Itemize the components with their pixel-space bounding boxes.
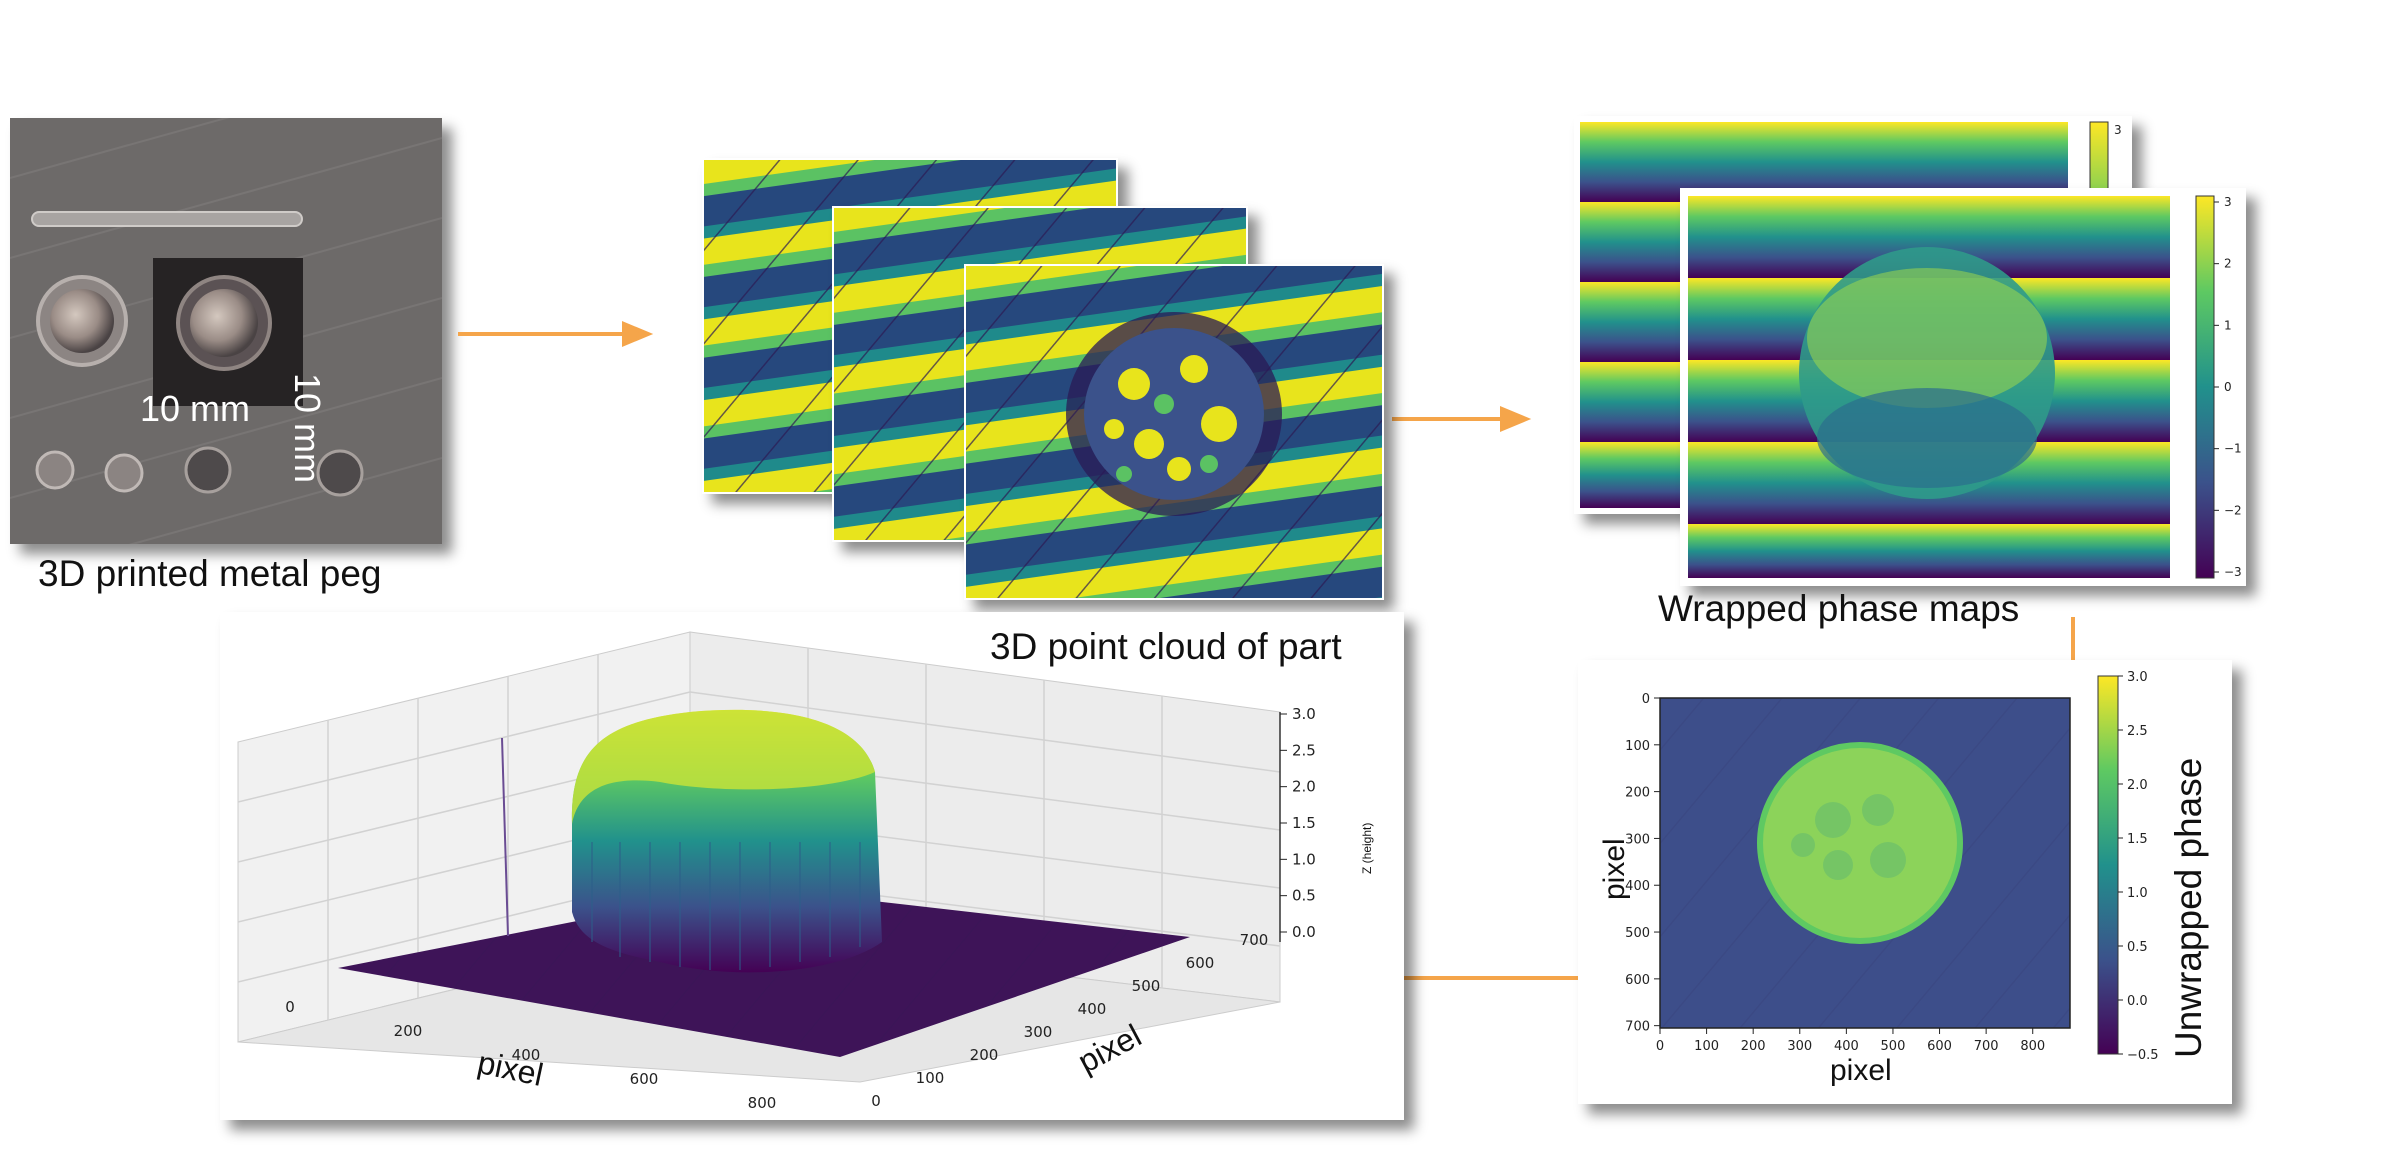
point-cloud-xtick-label: 400	[512, 1046, 541, 1064]
point-cloud-panel: 3.0 2.5 2.0 1.5 1.0 0.5 0.0 0 200 400 600 800 0 100…	[220, 612, 1404, 1120]
wrapped-colorbar-tick-label: 0	[2224, 380, 2232, 394]
unwrapped-colorbar-title: Unwrapped phase	[2168, 757, 2209, 1058]
unwrapped-colorbar-tick-label: 2.0	[2127, 778, 2148, 793]
point-cloud-xtick-label: 800	[748, 1094, 777, 1112]
unwrapped-ylabel: pixel	[1598, 838, 1631, 900]
unwrapped-ytick-label: 600	[1625, 973, 1650, 988]
point-cloud-ytick-label: 200	[970, 1046, 999, 1064]
back-colorbar-tick: 3	[2114, 123, 2122, 137]
point-cloud-plot: 3.0 2.5 2.0 1.5 1.0 0.5 0.0 0 200 400 600 800 0 100…	[237, 631, 1316, 1112]
point-cloud-xtick-label: 0	[285, 998, 295, 1016]
metal-peg-caption: 3D printed metal peg	[38, 553, 382, 594]
wrapped-colorbar-tick-label: −3	[2224, 565, 2242, 579]
point-cloud-ytick-label: 300	[1024, 1023, 1053, 1041]
wrapped-phase-image-front: 3 2 1 0 −1 −2 −3	[1688, 195, 2242, 579]
unwrapped-colorbar-tick-label: 3.0	[2127, 670, 2148, 685]
unwrapped-xtick-label: 200	[1741, 1039, 1766, 1054]
unwrapped-xtick-label: 600	[1927, 1039, 1952, 1054]
unwrapped-xtick-label: 0	[1656, 1039, 1664, 1054]
wrapped-colorbar-tick-label: 3	[2224, 195, 2232, 209]
unwrapped-colorbar-tick-label: 2.5	[2127, 724, 2148, 739]
unwrapped-xtick-label: 500	[1881, 1039, 1906, 1054]
point-cloud-xtick-label: 200	[394, 1022, 423, 1040]
unwrapped-xtick-label: 400	[1834, 1039, 1859, 1054]
metal-peg-image	[9, 57, 443, 579]
unwrapped-ytick-label: 700	[1625, 1020, 1650, 1035]
unwrapped-ytick-label: 500	[1625, 926, 1650, 941]
unwrapped-colorbar-tick-label: 0.5	[2127, 940, 2148, 955]
point-cloud-ytick-label: 100	[916, 1069, 945, 1087]
unwrapped-ytick-label: 0	[1642, 692, 1650, 707]
unwrapped-ytick-label: 200	[1625, 786, 1650, 801]
unwrapped-colorbar-tick-label: 1.5	[2127, 832, 2148, 847]
point-cloud-ztick-label: 2.5	[1292, 741, 1316, 759]
point-cloud-ytick-label: 400	[1078, 1000, 1107, 1018]
point-cloud-ytick-label: 600	[1186, 954, 1215, 972]
point-cloud-ytick-label: 500	[1132, 977, 1161, 995]
point-cloud-ztick-label: 1.0	[1292, 850, 1316, 868]
point-cloud-ztick-label: 3.0	[1292, 705, 1316, 723]
unwrapped-colorbar-tick-label: −0.5	[2127, 1048, 2159, 1063]
point-cloud-ytick-label: 0	[871, 1092, 881, 1110]
point-cloud-ztick-label: 2.0	[1292, 778, 1316, 796]
point-cloud-ztick-label: 0.0	[1292, 923, 1316, 941]
unwrapped-ytick-label: 300	[1625, 832, 1650, 847]
vertical-dimension-label: 10 mm	[287, 373, 328, 484]
arrow-head-1	[622, 321, 654, 347]
wrapped-phase-caption: Wrapped phase maps	[1658, 588, 2020, 629]
point-cloud-xtick-label: 600	[630, 1070, 659, 1088]
unwrapped-xtick-label: 700	[1974, 1039, 1999, 1054]
horizontal-dimension-label: 10 mm	[140, 388, 251, 429]
unwrapped-phase-plot: 0 100 200 300 400 500 600 700 800 0 100 200 300 400 5…	[1625, 670, 2159, 1063]
point-cloud-title: 3D point cloud of part	[990, 626, 1342, 667]
unwrapped-colorbar-tick-label: 0.0	[2127, 994, 2148, 1009]
unwrapped-ytick-label: 400	[1625, 879, 1650, 894]
arrow-head-2	[1500, 406, 1532, 432]
fringe-image-front	[964, 264, 1384, 600]
wrapped-colorbar-tick-label: 1	[2224, 318, 2232, 332]
unwrapped-xtick-label: 300	[1787, 1039, 1812, 1054]
point-cloud-ztick-label: 1.5	[1292, 814, 1316, 832]
wrapped-colorbar-tick-label: 2	[2224, 257, 2232, 271]
point-cloud-zlabel: Z (height)	[1360, 822, 1374, 874]
metal-peg-photo: 10 mm 10 mm	[9, 57, 443, 579]
unwrapped-colorbar-tick-label: 1.0	[2127, 886, 2148, 901]
point-cloud-ztick-label: 0.5	[1292, 887, 1316, 905]
unwrapped-phase-panel: 0 100 200 300 400 500 600 700 800 0 100 200 300 400 5…	[1578, 660, 2232, 1104]
unwrapped-xlabel: pixel	[1830, 1054, 1892, 1087]
wrapped-colorbar-tick-label: −1	[2224, 442, 2242, 456]
unwrapped-ytick-label: 100	[1625, 739, 1650, 754]
wrapped-phase-map-front: 3 2 1 0 −1 −2 −3	[1680, 188, 2246, 586]
point-cloud-ytick-label: 700	[1240, 931, 1269, 949]
wrapped-colorbar-tick-label: −2	[2224, 503, 2242, 517]
unwrapped-xtick-label: 800	[2020, 1039, 2045, 1054]
unwrapped-xtick-label: 100	[1694, 1039, 1719, 1054]
